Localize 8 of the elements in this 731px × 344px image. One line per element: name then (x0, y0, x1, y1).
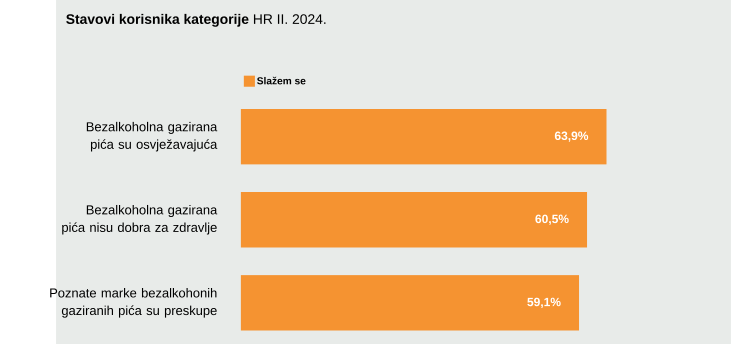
y-tick-label: Poznate marke bezalkohonih gaziranih pića su preskupe (50, 288, 217, 318)
y-tick-label: Bezalkoholna gazirana pića nisu dobra za zdravlje (62, 204, 218, 234)
chart-title: Stavovi korisnika kategorije HR II. 2024. (66, 14, 326, 27)
data-label: 59,1% (527, 298, 561, 308)
y-tick-label: Bezalkoholna gazirana pića su osvježavajuća (86, 122, 218, 152)
legend-label: Slažem se (257, 76, 306, 84)
data-label: 60,5% (535, 214, 569, 225)
data-label: 63,9% (554, 131, 588, 142)
